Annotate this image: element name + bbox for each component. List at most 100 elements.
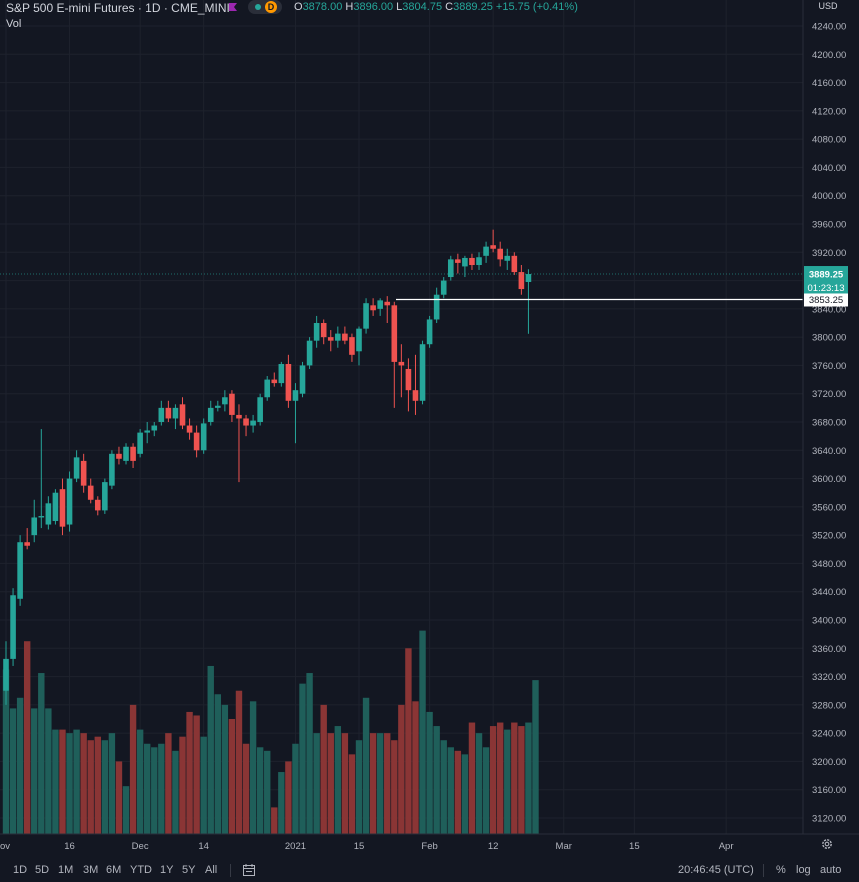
range-1m-button[interactable]: 1M bbox=[58, 864, 74, 876]
candle-body bbox=[80, 460, 87, 486]
volume-bar bbox=[221, 704, 229, 834]
range-all-button[interactable]: All bbox=[205, 864, 218, 876]
time-tick-label: ov bbox=[0, 841, 10, 852]
volume-bar bbox=[525, 722, 532, 834]
candle bbox=[186, 418, 193, 440]
volume-bar bbox=[59, 729, 66, 834]
time-tick-label: 2021 bbox=[285, 841, 306, 852]
price-tick-label: 3280.00 bbox=[812, 700, 846, 711]
candle bbox=[511, 252, 518, 275]
hline-price-tag-value: 3853.25 bbox=[809, 295, 843, 306]
candle-body bbox=[447, 259, 454, 278]
log-scale-toggle[interactable]: log bbox=[796, 864, 811, 876]
candle-body bbox=[412, 390, 419, 401]
range-1y-button[interactable]: 1Y bbox=[160, 864, 174, 876]
volume-bar bbox=[80, 733, 87, 834]
market-status-pill[interactable]: D bbox=[248, 0, 282, 14]
horizontal-line[interactable] bbox=[0, 273, 803, 301]
volume-bar bbox=[108, 733, 116, 834]
volume-bar bbox=[38, 673, 45, 834]
candle bbox=[87, 478, 94, 504]
volume-bar bbox=[489, 726, 497, 834]
flag-icon[interactable] bbox=[229, 3, 237, 11]
volume-bar bbox=[419, 630, 426, 834]
candle bbox=[94, 496, 101, 516]
candle-body bbox=[66, 478, 73, 525]
candle bbox=[144, 422, 150, 444]
candle-body bbox=[426, 319, 433, 345]
candle bbox=[222, 390, 228, 412]
range-3m-button[interactable]: 3M bbox=[83, 864, 99, 876]
volume-bar bbox=[31, 708, 38, 834]
candle bbox=[257, 393, 263, 426]
candle-body bbox=[299, 365, 306, 394]
range-ytd-button[interactable]: YTD bbox=[130, 864, 152, 876]
candle bbox=[250, 414, 256, 433]
volume-bar bbox=[165, 733, 172, 834]
time-axis[interactable]: ov 16 Dec 14 2021 15 Feb 12 Mar 15 Apr bbox=[0, 833, 859, 852]
range-5d-button[interactable]: 5D bbox=[35, 864, 50, 876]
candle-body bbox=[102, 482, 108, 511]
range-5y-button[interactable]: 5Y bbox=[182, 864, 196, 876]
candle bbox=[292, 383, 299, 444]
price-tick-label: 3200.00 bbox=[812, 757, 846, 768]
low-label: L bbox=[396, 1, 403, 13]
candle-series bbox=[3, 229, 532, 705]
volume-bar bbox=[426, 711, 433, 834]
last-price-tag-value: 3889.25 bbox=[809, 270, 844, 281]
auto-scale-toggle[interactable]: auto bbox=[820, 864, 842, 876]
time-tick-label: Mar bbox=[556, 841, 572, 852]
volume-bar bbox=[497, 722, 504, 834]
candle bbox=[172, 404, 179, 430]
candle bbox=[377, 298, 383, 316]
range-6m-button[interactable]: 6M bbox=[106, 864, 122, 876]
candle bbox=[469, 253, 475, 270]
open-value: 3878.00 bbox=[302, 1, 343, 13]
calendar-range-icon[interactable] bbox=[242, 863, 256, 877]
price-chart[interactable]: USD 4240.00 4200.00 4160.00 4120.00 4080.00 40… bbox=[0, 0, 859, 856]
volume-legend[interactable]: Vol bbox=[6, 18, 22, 30]
candle bbox=[236, 404, 242, 483]
candle-body bbox=[87, 485, 94, 500]
percent-scale-toggle[interactable]: % bbox=[776, 864, 786, 876]
candle bbox=[215, 400, 221, 412]
price-tick-label: 4000.00 bbox=[812, 191, 846, 202]
price-tick-label: 3440.00 bbox=[812, 587, 846, 598]
volume-bar bbox=[398, 704, 405, 834]
candle-body bbox=[504, 255, 511, 261]
volume-bar bbox=[235, 690, 243, 834]
candle bbox=[433, 287, 440, 323]
utc-clock[interactable]: 20:46:45 (UTC) bbox=[678, 864, 754, 876]
gear-icon[interactable] bbox=[820, 837, 834, 851]
volume-bar bbox=[376, 733, 384, 834]
candle bbox=[384, 296, 391, 323]
range-1d-button[interactable]: 1D bbox=[13, 864, 28, 876]
volume-bar bbox=[327, 733, 334, 834]
candle bbox=[285, 354, 292, 408]
price-tick-label: 3120.00 bbox=[812, 814, 846, 825]
price-tick-label: 3400.00 bbox=[812, 616, 846, 627]
candle bbox=[207, 400, 214, 426]
symbol-title[interactable]: S&P 500 E-mini Futures · 1D · CME_MINI bbox=[6, 1, 230, 15]
candle bbox=[52, 489, 59, 525]
candle bbox=[391, 301, 398, 408]
candle bbox=[109, 450, 115, 490]
candle-body bbox=[306, 340, 313, 366]
candle-body bbox=[10, 595, 16, 659]
price-tick-label: 3520.00 bbox=[812, 531, 846, 542]
candle-body bbox=[391, 305, 398, 362]
candle bbox=[419, 340, 426, 405]
candle-body bbox=[200, 423, 207, 451]
currency-label[interactable]: USD bbox=[818, 1, 838, 11]
candle-body bbox=[440, 280, 447, 295]
volume-bar bbox=[193, 715, 200, 834]
price-axis[interactable]: USD 4240.00 4200.00 4160.00 4120.00 4080.00 40… bbox=[802, 0, 846, 834]
candle bbox=[440, 277, 447, 299]
volume-bar bbox=[475, 733, 483, 834]
price-tick-label: 3920.00 bbox=[812, 248, 846, 259]
candle-body bbox=[469, 257, 475, 266]
price-tick-label: 3560.00 bbox=[812, 502, 846, 513]
candle bbox=[102, 478, 108, 514]
price-tick-label: 3960.00 bbox=[812, 220, 846, 231]
candle-body bbox=[137, 432, 143, 454]
